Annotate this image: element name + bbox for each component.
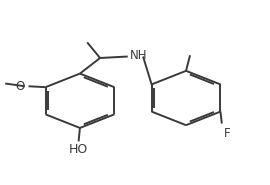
Text: HO: HO [69,143,88,156]
Text: NH: NH [130,49,147,62]
Text: F: F [224,127,231,140]
Text: O: O [15,80,24,93]
